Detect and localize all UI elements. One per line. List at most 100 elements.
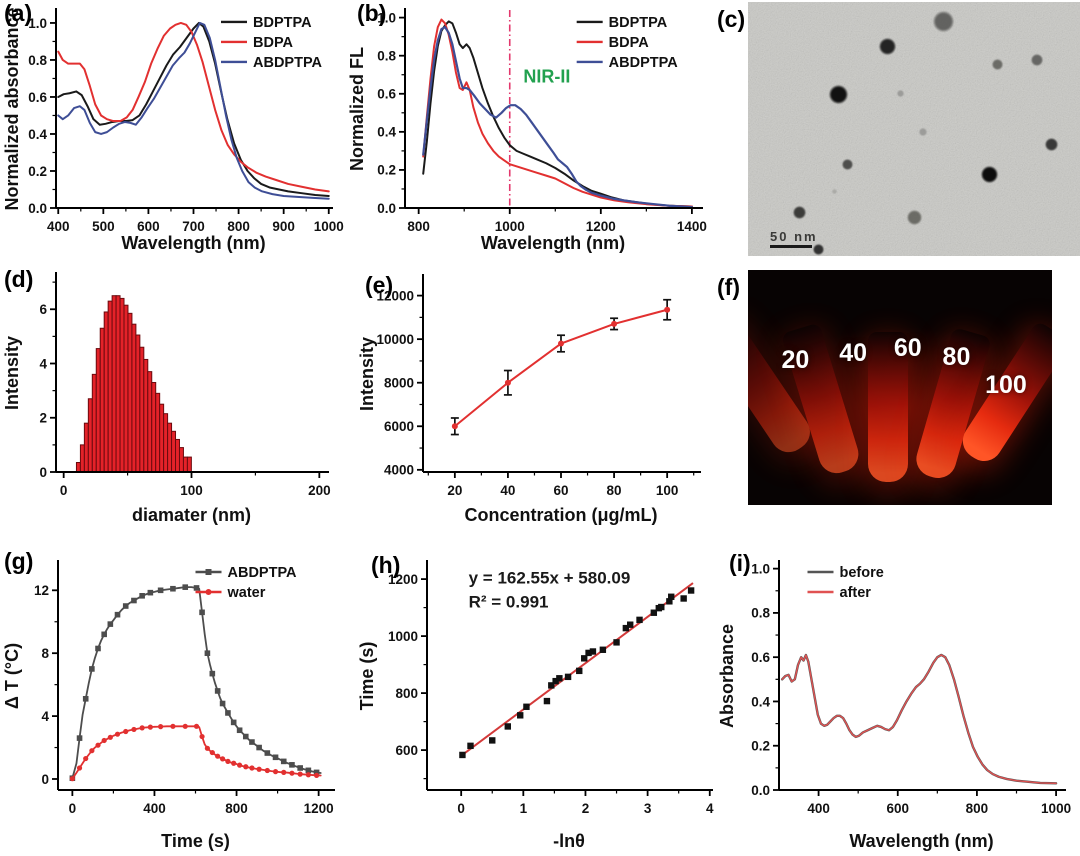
data-point-marker [467,742,474,750]
y-tick-label: 8 [41,646,49,661]
y-tick-label: 10000 [376,332,414,347]
y-tick-label: 0.0 [28,201,47,216]
data-point-marker [82,696,89,702]
legend-label: BDPA [609,35,650,51]
data-point-marker [193,723,200,729]
x-tick-label: 1000 [495,219,525,234]
series-line-before [780,653,1058,785]
x-tick-label: 0 [60,483,68,498]
tem-micrograph: 50 nm [748,2,1080,256]
data-point-marker [627,621,634,628]
data-point-marker [95,742,101,748]
legend-label: ABDPTPA [609,55,679,71]
tem-particle [842,159,854,171]
data-point-marker [123,728,129,735]
data-point-marker [272,754,279,761]
tem-particle [831,188,837,194]
data-point-marker [523,703,530,710]
data-point-marker [147,724,153,730]
tem-particle [1030,53,1043,66]
chart-intensity-vs-concentration: 20 40 60 80 100 4000 6000 8000 10000 12000 Concent… [357,274,701,525]
histogram-bar [147,371,153,473]
y-tick-label: 0.0 [751,783,770,798]
y-tick-label: 1.0 [377,10,396,25]
x-tick-label: 800 [966,801,989,816]
histogram-bar [79,444,85,473]
histogram-bar [135,334,141,473]
data-point-marker [199,733,205,740]
data-point-marker [687,587,695,594]
y-tick-label: 0.8 [751,606,770,621]
annotation: R² = 0.991 [469,593,549,612]
data-point-marker [622,624,630,632]
histogram-bar [178,447,184,473]
histogram-bar [151,381,157,473]
data-point-marker [139,725,145,731]
data-point-marker [313,769,320,776]
data-point-marker [556,675,563,682]
tem-particle [932,11,954,33]
data-point-marker [107,734,113,740]
histogram-bar [111,295,117,473]
data-point-marker [158,724,164,730]
panel-c-tem-image: (c) 50 nm [715,0,1080,258]
y-tick-label: 6000 [384,419,414,434]
data-point-marker [558,340,564,347]
data-point-marker [256,744,262,751]
legend-label: before [840,565,884,581]
y-tick-label: 600 [395,743,418,758]
y-tick-label: 0 [41,772,49,787]
y-tick-label: 12 [34,583,49,598]
y-tick-label: 12000 [376,288,414,303]
legend-label: ABDPTPA [228,565,298,581]
x-tick-label: 1200 [586,219,616,234]
y-axis-label: Normalized FL [347,47,367,171]
data-point-marker [313,772,320,778]
x-tick-label: 0 [457,801,465,816]
chart-temperature-vs-time: 0 400 800 1200 0 4 8 12 Time (s) Δ T (°C) ABDPTPA w… [2,560,335,851]
y-axis-label: Intensity [2,336,22,410]
data-point-marker [504,379,511,386]
panel-i-photostability: (i) 400 600 800 1000 0.0 0.2 0.4 0.6 0.8 1.0 Wavel… [715,530,1080,856]
x-tick-label: 3 [644,801,652,816]
legend-label: water [227,585,266,601]
data-point-marker [76,735,83,741]
x-tick-label: 80 [607,483,622,498]
x-tick-label: 1 [520,801,528,816]
legend-label: ABDPTPA [253,55,323,71]
histogram-bar [107,300,113,473]
histogram-bar [143,358,149,473]
chart-fluorescence-spectra: 800 1000 1200 1400 0.0 0.2 0.4 0.6 0.8 1.0 Wavelen… [347,8,707,253]
data-point-marker [451,423,458,430]
data-point-marker [289,762,295,768]
tem-particle [980,165,998,183]
panel-e-intensity-concentration: (e) 20 40 60 80 100 4000 6000 8000 10000 12000 Con… [355,258,715,530]
data-point-marker [209,749,215,756]
panel-letter-c: (c) [717,6,746,32]
y-tick-label: 1000 [388,629,418,644]
panel-letter-i: (i) [729,550,751,576]
data-point-marker [613,639,620,646]
histogram-bar [123,304,129,473]
data-point-marker [147,589,154,596]
tem-scale-bar: 50 nm [770,230,818,248]
x-axis-label: Time (s) [161,831,230,851]
y-tick-label: 0.2 [28,164,47,179]
data-point-marker [459,751,466,759]
data-point-marker [101,737,107,744]
tem-particle [878,38,896,56]
y-tick-label: 0.0 [377,201,396,216]
panel-letter-h: (h) [371,552,401,578]
data-point-marker [170,723,176,729]
x-axis-label: Concentration (μg/mL) [465,505,658,525]
data-point-marker [636,616,643,624]
panel-letter-a: (a) [4,0,33,26]
series-line-BDPTPA [57,21,330,197]
legend-label: BDPTPA [609,15,668,31]
y-tick-label: 4 [41,709,49,724]
y-tick-label: 0.2 [751,739,770,754]
data-point-marker [83,755,89,762]
tem-particle [813,244,825,256]
histogram-bar [159,403,165,473]
